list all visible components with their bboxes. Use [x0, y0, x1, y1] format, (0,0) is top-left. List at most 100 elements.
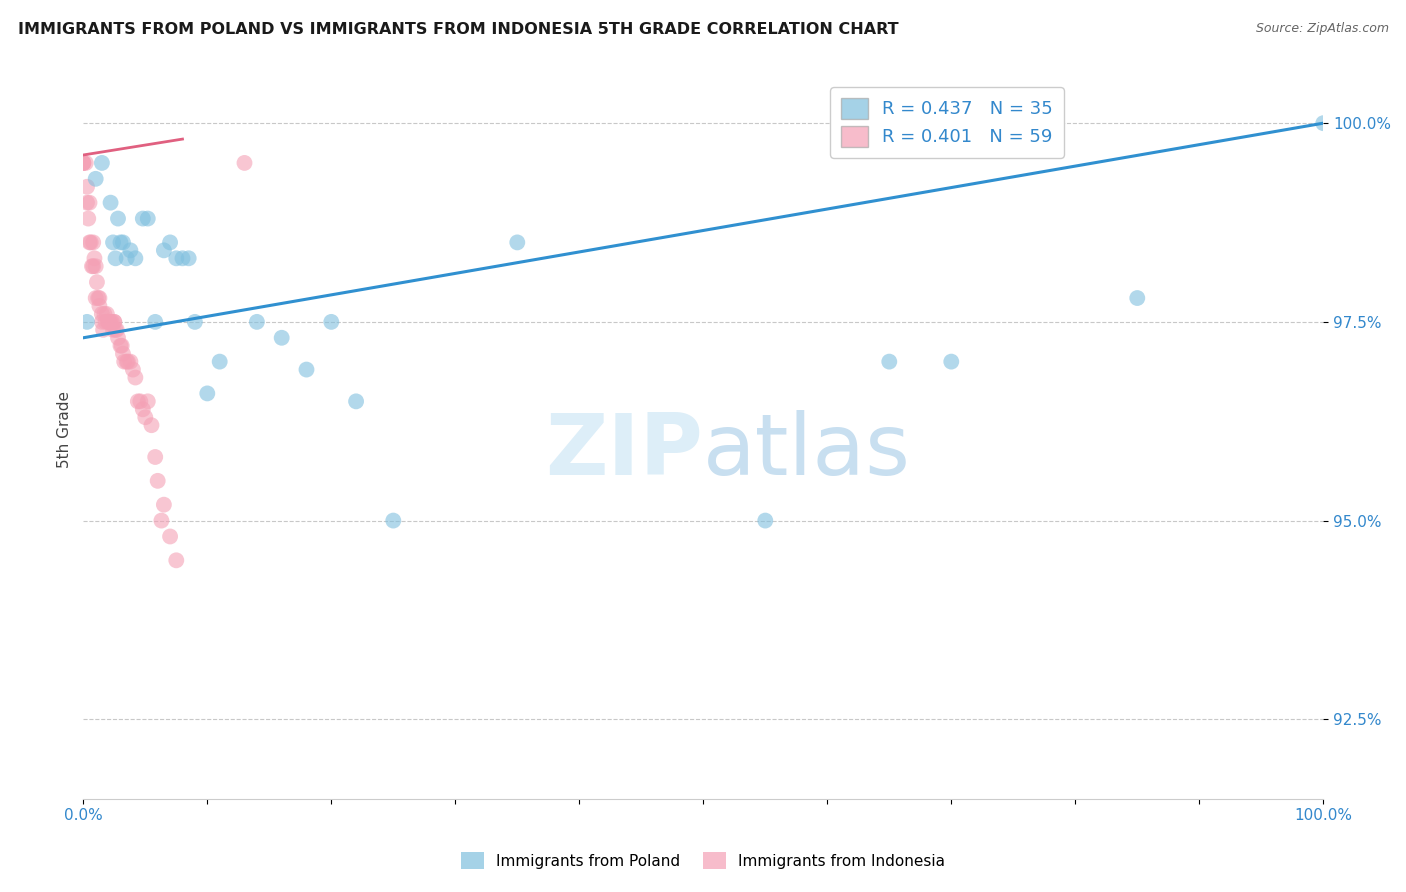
Point	[153, 498, 176, 512]
Point	[246, 315, 269, 329]
Point	[76, 315, 98, 329]
Point	[124, 252, 146, 266]
Point	[83, 252, 105, 266]
Point	[89, 291, 111, 305]
Point	[136, 211, 159, 226]
Point	[90, 307, 112, 321]
Point	[97, 315, 120, 329]
Point	[97, 315, 120, 329]
Point	[107, 331, 129, 345]
Point	[90, 156, 112, 170]
Point	[150, 514, 173, 528]
Point	[101, 315, 124, 329]
Point	[877, 354, 900, 368]
Point	[104, 252, 127, 266]
Point	[98, 315, 121, 329]
Point	[233, 156, 256, 170]
Point	[87, 291, 110, 305]
Point	[91, 323, 114, 337]
Point	[120, 354, 142, 368]
Point	[103, 315, 125, 329]
Point	[344, 394, 367, 409]
Point	[94, 315, 117, 329]
Point	[110, 339, 132, 353]
Point	[129, 394, 152, 409]
Point	[143, 315, 166, 329]
Text: Source: ZipAtlas.com: Source: ZipAtlas.com	[1256, 22, 1389, 36]
Point	[72, 156, 94, 170]
Point	[111, 346, 134, 360]
Point	[100, 315, 122, 329]
Point	[90, 315, 112, 329]
Point	[506, 235, 529, 250]
Point	[110, 235, 132, 250]
Point	[127, 394, 149, 409]
Point	[159, 529, 181, 543]
Y-axis label: 5th Grade: 5th Grade	[58, 391, 72, 467]
Point	[111, 235, 134, 250]
Point	[84, 291, 107, 305]
Point	[270, 331, 292, 345]
Point	[84, 259, 107, 273]
Point	[103, 315, 125, 329]
Point	[100, 195, 122, 210]
Point	[134, 410, 156, 425]
Point	[122, 362, 145, 376]
Point	[117, 354, 139, 368]
Point	[105, 323, 128, 337]
Point	[143, 450, 166, 464]
Point	[84, 171, 107, 186]
Point	[165, 553, 187, 567]
Point	[132, 402, 155, 417]
Point	[941, 354, 963, 368]
Point	[107, 211, 129, 226]
Point	[195, 386, 218, 401]
Point	[80, 235, 103, 250]
Point	[136, 394, 159, 409]
Point	[115, 354, 138, 368]
Point	[72, 156, 94, 170]
Point	[184, 315, 207, 329]
Point	[76, 195, 98, 210]
Point	[153, 244, 176, 258]
Text: ZIP: ZIP	[546, 409, 703, 493]
Point	[80, 259, 103, 273]
Point	[93, 307, 115, 321]
Point	[104, 323, 127, 337]
Point	[165, 252, 187, 266]
Point	[101, 323, 124, 337]
Point	[120, 244, 142, 258]
Text: atlas: atlas	[703, 409, 911, 493]
Point	[321, 315, 343, 329]
Legend: Immigrants from Poland, Immigrants from Indonesia: Immigrants from Poland, Immigrants from …	[454, 846, 952, 875]
Point	[76, 179, 98, 194]
Point	[208, 354, 231, 368]
Point	[295, 362, 318, 376]
Point	[172, 252, 194, 266]
Point	[124, 370, 146, 384]
Point	[1312, 116, 1334, 130]
Point	[382, 514, 405, 528]
Point	[146, 474, 169, 488]
Point	[101, 235, 124, 250]
Point	[159, 235, 181, 250]
Point	[86, 275, 108, 289]
Point	[77, 211, 100, 226]
Point	[72, 156, 94, 170]
Point	[96, 307, 118, 321]
Point	[111, 339, 134, 353]
Legend: R = 0.437   N = 35, R = 0.401   N = 59: R = 0.437 N = 35, R = 0.401 N = 59	[830, 87, 1064, 158]
Point	[132, 211, 155, 226]
Point	[754, 514, 776, 528]
Point	[141, 418, 163, 433]
Point	[89, 299, 111, 313]
Point	[79, 235, 101, 250]
Point	[1126, 291, 1149, 305]
Point	[75, 156, 97, 170]
Text: IMMIGRANTS FROM POLAND VS IMMIGRANTS FROM INDONESIA 5TH GRADE CORRELATION CHART: IMMIGRANTS FROM POLAND VS IMMIGRANTS FRO…	[18, 22, 898, 37]
Point	[112, 354, 135, 368]
Point	[82, 259, 104, 273]
Point	[79, 195, 101, 210]
Point	[82, 235, 104, 250]
Point	[115, 252, 138, 266]
